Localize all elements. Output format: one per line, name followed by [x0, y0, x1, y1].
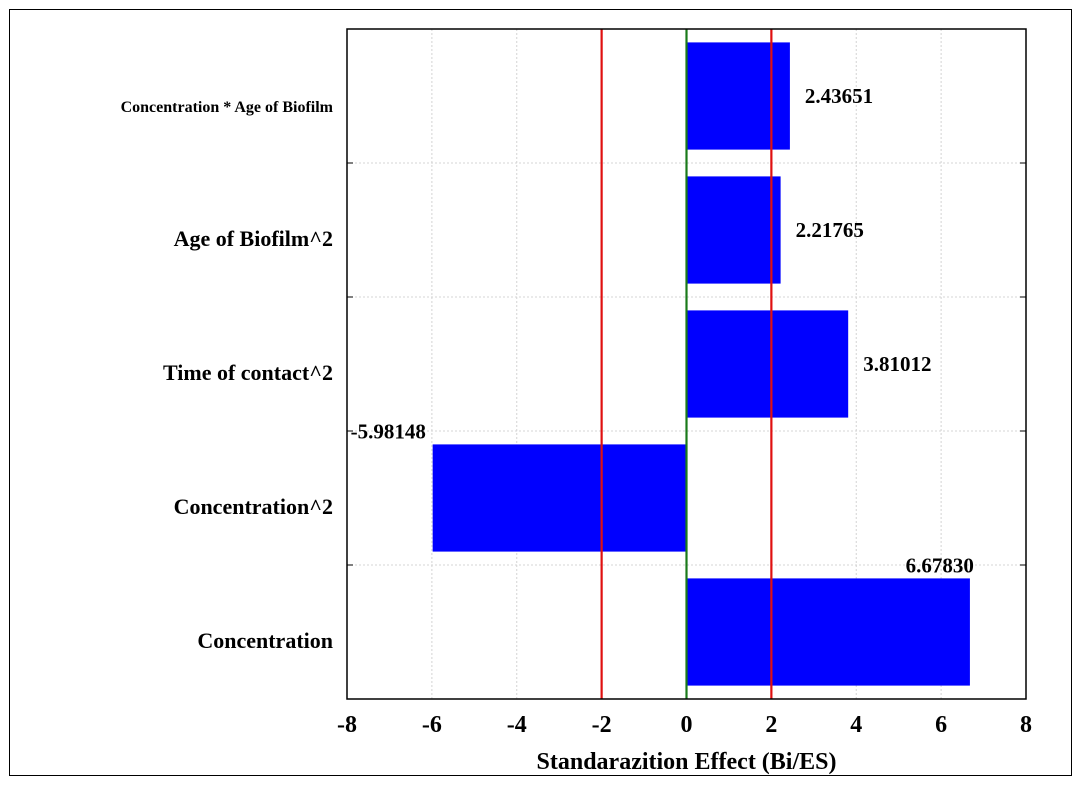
x-axis-tick-labels: -8 -6 -4 -2 0 2 4 6 8 [337, 712, 1032, 738]
x-tick-label: 6 [935, 712, 947, 738]
category-label: Concentration^2 [174, 494, 333, 519]
bar [686, 176, 781, 284]
category-label: Age of Biofilm^2 [174, 226, 333, 251]
value-label: 2.43651 [805, 84, 873, 108]
x-tick-label: 0 [681, 712, 693, 738]
x-tick-label: -6 [422, 712, 442, 738]
pareto-chart: Concentration * Age of Biofilm Age of Bio… [121, 28, 1032, 775]
grid-lines [346, 29, 1027, 699]
value-label: 3.81012 [863, 352, 931, 376]
value-label: 2.21765 [796, 218, 864, 242]
bar [686, 310, 849, 418]
x-tick-label: 8 [1020, 712, 1032, 738]
x-tick-label: -2 [592, 712, 612, 738]
bar [686, 578, 970, 686]
reference-lines [600, 29, 773, 699]
value-labels: 2.43651 2.21765 3.81012 -5.98148 6.67830 [351, 84, 974, 577]
bars [432, 42, 970, 686]
x-tick-label: 2 [765, 712, 777, 738]
category-label: Concentration * Age of Biofilm [121, 99, 334, 116]
bar [686, 42, 790, 150]
bar [432, 444, 687, 552]
chart-frame: Concentration * Age of Biofilm Age of Bio… [9, 9, 1072, 776]
x-axis-title: Standarazition Effect (Bi/ES) [537, 749, 837, 775]
category-label: Time of contact^2 [163, 360, 333, 385]
y-axis-ticks [347, 162, 1026, 566]
category-label: Concentration [197, 628, 333, 653]
x-tick-label: -8 [337, 712, 357, 738]
category-labels: Concentration * Age of Biofilm Age of Bio… [121, 99, 334, 653]
plot-area-border [346, 28, 1027, 700]
x-tick-label: -4 [507, 712, 527, 738]
x-tick-label: 4 [850, 712, 862, 738]
value-label: -5.98148 [351, 419, 426, 443]
value-label: 6.67830 [906, 553, 974, 577]
